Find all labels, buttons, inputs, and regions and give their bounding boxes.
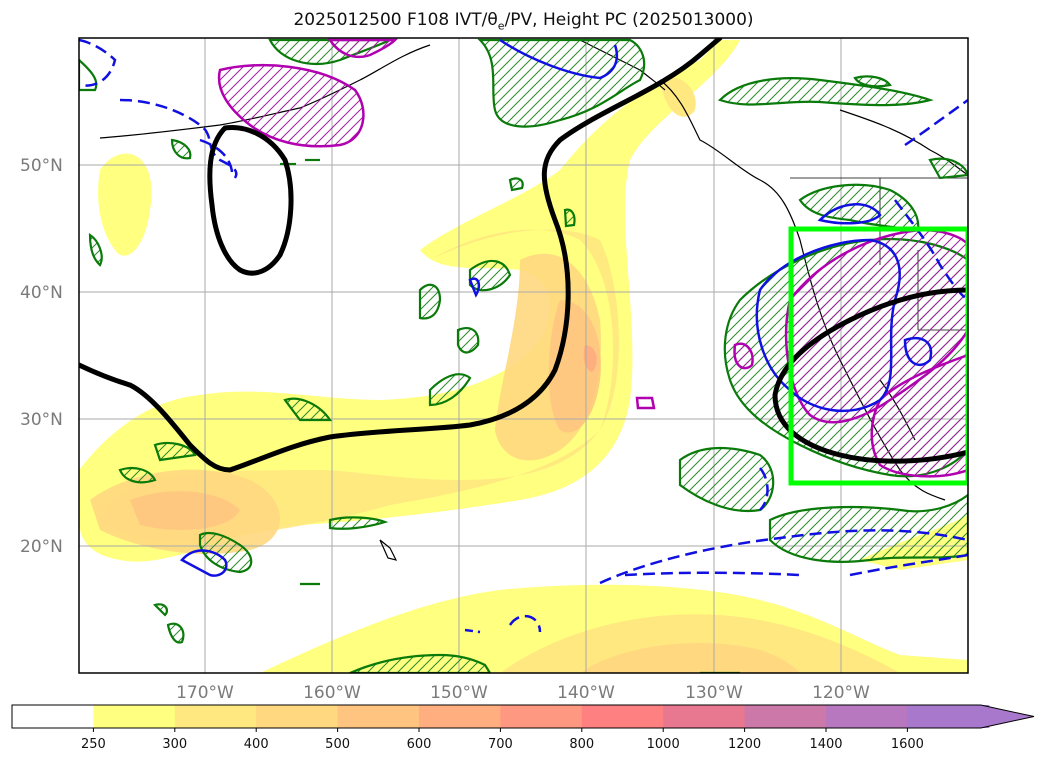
map-layers [79, 38, 968, 673]
colorbar-bin [12, 705, 94, 728]
lat-label: 30°N [20, 410, 63, 430]
pv-contours [217, 38, 968, 478]
colorbar-tick-label: 500 [325, 737, 350, 752]
lon-label: 160°W [303, 683, 361, 703]
colorbar: 250 300 400 500 600 700 800 1000 1200 1400 1600 [11, 704, 1035, 752]
colorbar-tick-label: 600 [407, 737, 432, 752]
map-frame [78, 37, 969, 674]
colorbar-bin [500, 705, 583, 728]
colorbar-tick-label: 1400 [809, 737, 842, 752]
colorbar-tick-label: 1600 [891, 737, 924, 752]
colorbar-bin [581, 705, 664, 728]
colorbar-bin [93, 705, 176, 728]
lat-label: 20°N [20, 537, 63, 557]
map-title: 2025012500 F108 IVT/θe/PV, Height PC (20… [293, 10, 754, 33]
longitude-labels: 170°W 160°W 150°W 140°W 130°W 120°W [176, 683, 870, 703]
lon-label: 170°W [176, 683, 234, 703]
colorbar-extend-arrow [907, 705, 1034, 728]
colorbar-bin [419, 705, 501, 728]
colorbar-bin [174, 705, 257, 728]
lon-label: 120°W [812, 683, 870, 703]
colorbar-tick-label: 1000 [647, 737, 680, 752]
lat-label: 50°N [20, 156, 63, 176]
blue-contours [79, 38, 968, 634]
colorbar-bin [256, 705, 339, 728]
lon-label: 150°W [430, 683, 488, 703]
highlight-box [788, 226, 968, 486]
colorbar-outline [11, 704, 1035, 729]
colorbar-tick-label: 800 [569, 737, 594, 752]
colorbar-bin [744, 705, 827, 728]
lon-label: 130°W [685, 683, 743, 703]
colorbar-tick-label: 300 [162, 737, 187, 752]
colorbar-bin [826, 705, 908, 728]
lat-label: 40°N [20, 283, 63, 303]
lon-label: 140°W [557, 683, 615, 703]
latitude-labels: 50°N 40°N 30°N 20°N [20, 156, 63, 557]
ivt-shading [79, 40, 968, 673]
colorbar-tick-label: 400 [244, 737, 269, 752]
colorbar-tick-label: 1200 [728, 737, 761, 752]
colorbar-tick-label: 250 [81, 737, 106, 752]
colorbar-tick-label: 700 [488, 737, 513, 752]
height-contours [79, 38, 968, 473]
colorbar-bin [337, 705, 420, 728]
colorbar-bin [663, 705, 746, 728]
